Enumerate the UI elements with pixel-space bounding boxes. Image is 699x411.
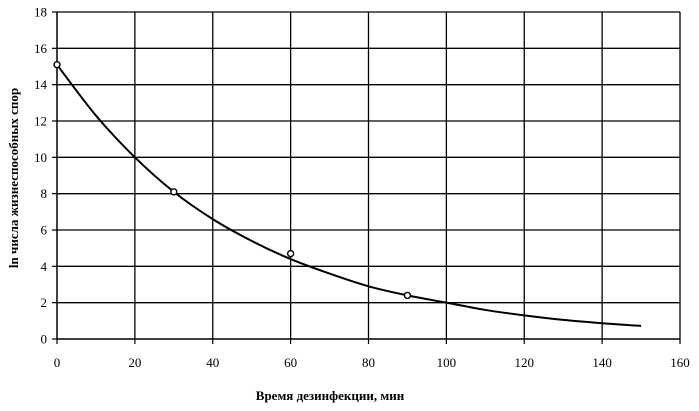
y-tick-labels: 0 2 4 6 8 10 12 14 16 18	[34, 5, 48, 347]
x-tick-label-40: 40	[206, 355, 219, 370]
y-tick-label-12: 12	[34, 114, 47, 129]
x-tick-label-140: 140	[592, 355, 612, 370]
axes	[52, 12, 680, 344]
grid	[57, 12, 680, 339]
y-tick-label-18: 18	[34, 5, 47, 20]
y-tick-label-2: 2	[41, 295, 48, 310]
trend-line-series	[57, 65, 641, 326]
data-point	[404, 292, 410, 298]
x-axis-title: Время дезинфекции, мин	[256, 388, 405, 403]
y-tick-label-4: 4	[41, 259, 48, 274]
y-tick-label-14: 14	[34, 77, 48, 92]
y-tick-label-0: 0	[41, 332, 48, 347]
y-tick-label-10: 10	[34, 150, 47, 165]
y-tick-label-6: 6	[41, 223, 48, 238]
trend-line	[57, 65, 641, 326]
x-tick-label-160: 160	[670, 355, 690, 370]
y-tick-label-8: 8	[41, 186, 48, 201]
x-tick-label-20: 20	[128, 355, 141, 370]
x-tick-label-80: 80	[362, 355, 375, 370]
y-axis-title: ln числа жизнеспособных спор	[6, 88, 21, 268]
y-tick-label-16: 16	[34, 41, 48, 56]
x-tick-label-120: 120	[515, 355, 535, 370]
x-tick-label-60: 60	[284, 355, 297, 370]
x-tick-labels: 0 20 40 60 80 100 120 140 160	[54, 355, 690, 370]
x-tick-label-0: 0	[54, 355, 61, 370]
data-points-series	[54, 62, 410, 299]
x-tick-label-100: 100	[437, 355, 457, 370]
data-point	[288, 251, 294, 257]
data-point	[171, 189, 177, 195]
data-point	[54, 62, 60, 68]
